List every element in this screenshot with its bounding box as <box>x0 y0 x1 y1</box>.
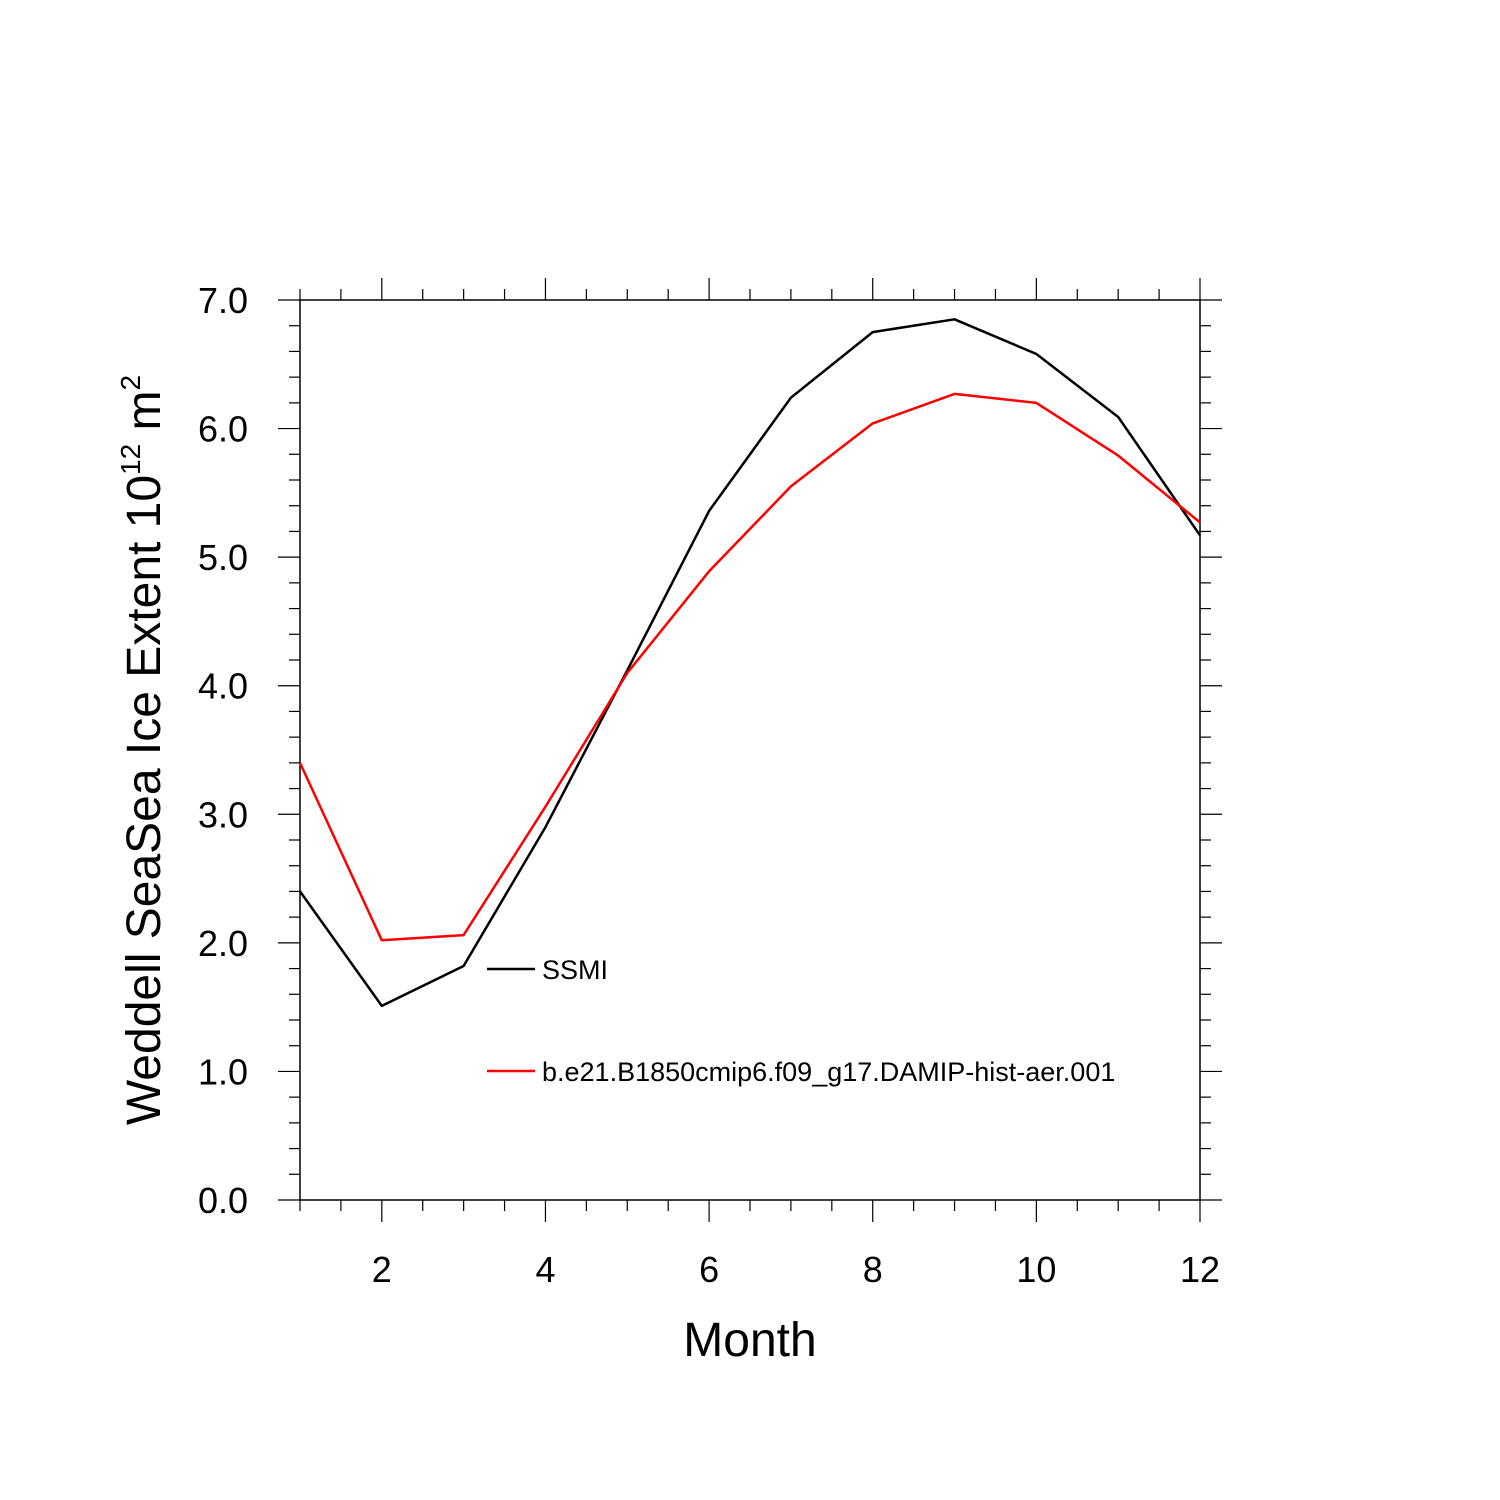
y-tick-label: 4.0 <box>198 666 248 707</box>
y-tick-label: 3.0 <box>198 794 248 835</box>
series-line-1 <box>298 392 1201 942</box>
x-tick-label: 8 <box>863 1249 883 1290</box>
x-tick-label: 10 <box>1016 1249 1056 1290</box>
y-tick-label: 0.0 <box>198 1180 248 1221</box>
y-tick-label: 7.0 <box>198 280 248 321</box>
axis-ticks <box>278 278 1222 1222</box>
x-tick-label: 12 <box>1180 1249 1220 1290</box>
series-line-0 <box>298 318 1202 1008</box>
y-axis-title-unit: m <box>118 390 171 443</box>
y-tick-label: 5.0 <box>198 537 248 578</box>
y-axis-title-exponent: 12 <box>115 444 146 475</box>
legend-label: SSMI <box>542 955 608 985</box>
x-axis-title: Month <box>683 1314 816 1367</box>
y-axis-title-unit-exponent: 2 <box>115 375 146 391</box>
y-axis-title: Weddell SeaSea Ice Extent 1012 m2 <box>115 375 171 1125</box>
y-tick-label: 6.0 <box>198 409 248 450</box>
x-tick-label: 6 <box>699 1249 719 1290</box>
x-tick-label: 4 <box>535 1249 555 1290</box>
series-lines <box>298 318 1202 1008</box>
y-axis-title-main: Weddell SeaSea Ice Extent 10 <box>118 475 171 1125</box>
legend: SSMI b.e21.B1850cmip6.f09_g17.DAMIP-hist-… <box>487 955 1115 1087</box>
x-tick-label: 2 <box>372 1249 392 1290</box>
tick-labels: 2 4 6 8 10 12 0.0 1.0 2.0 3.0 4.0 5.0 6.0 7.0 <box>198 280 1220 1290</box>
plot-frame <box>299 299 1201 1201</box>
y-tick-label: 2.0 <box>198 923 248 964</box>
y-tick-label: 1.0 <box>198 1051 248 1092</box>
legend-label: b.e21.B1850cmip6.f09_g17.DAMIP-hist-aer.… <box>542 1057 1115 1087</box>
